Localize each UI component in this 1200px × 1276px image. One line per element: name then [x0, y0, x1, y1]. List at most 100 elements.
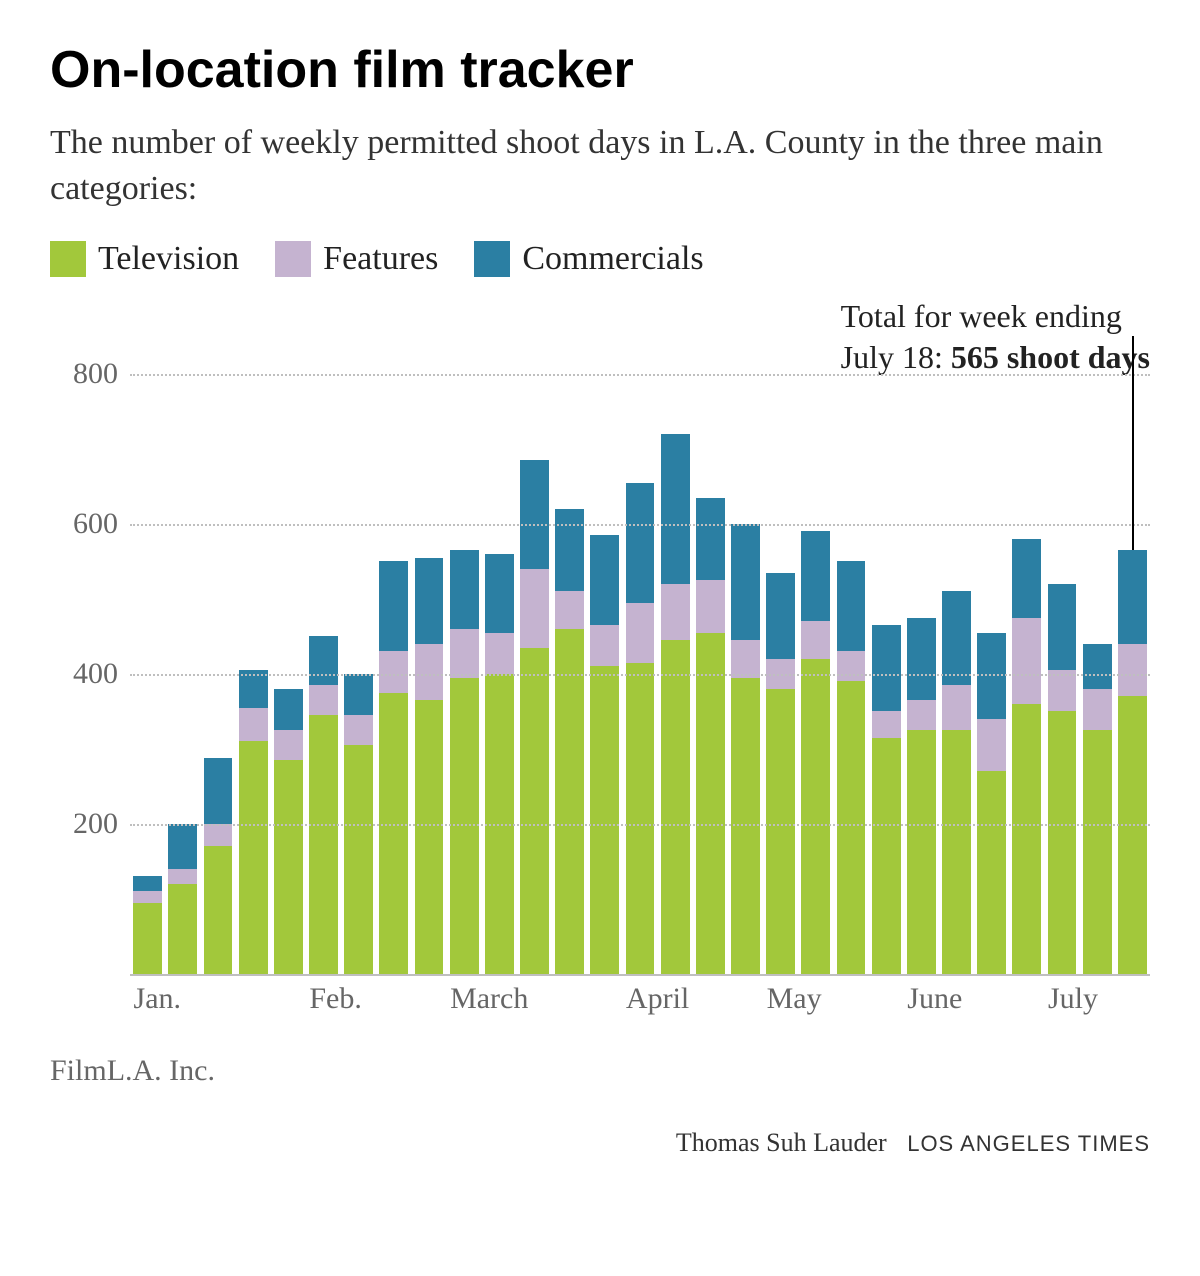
bar-segment-television	[204, 846, 233, 974]
x-tick-label: June	[907, 982, 962, 1016]
stacked-bar	[239, 670, 268, 974]
stacked-bar	[1083, 644, 1112, 974]
bar-segment-features	[1118, 644, 1147, 697]
stacked-bar	[379, 561, 408, 974]
gridline	[130, 824, 1150, 826]
legend-label: Features	[323, 240, 438, 278]
stacked-bar	[766, 573, 795, 974]
stacked-bar	[133, 876, 162, 974]
bar-segment-commercials	[344, 674, 373, 715]
y-tick-label: 200	[73, 807, 118, 841]
byline-publication: LOS ANGELES TIMES	[907, 1131, 1150, 1156]
bar-segment-features	[696, 580, 725, 633]
y-tick-label: 400	[73, 657, 118, 691]
bar-segment-television	[133, 903, 162, 974]
bar-segment-features	[907, 700, 936, 730]
stacked-bar	[942, 591, 971, 974]
legend-item: Commercials	[474, 240, 703, 278]
bar-segment-television	[766, 689, 795, 974]
bar-segment-commercials	[168, 824, 197, 869]
byline-author: Thomas Suh Lauder	[676, 1128, 887, 1157]
bar-segment-television	[520, 648, 549, 974]
x-axis: Jan.Feb.MarchAprilMayJuneJuly	[130, 974, 1150, 1014]
bar-segment-commercials	[626, 483, 655, 603]
bar-segment-commercials	[837, 561, 866, 651]
bar-segment-television	[274, 760, 303, 974]
bar-segment-television	[977, 771, 1006, 974]
bar-segment-commercials	[204, 758, 233, 824]
stacked-bar	[837, 561, 866, 974]
bar-segment-features	[731, 640, 760, 678]
bar-segment-features	[801, 621, 830, 659]
bar-segment-commercials	[415, 558, 444, 644]
bar-segment-features	[1012, 618, 1041, 704]
bar-segment-commercials	[907, 618, 936, 701]
bar-segment-features	[204, 824, 233, 847]
stacked-bar	[520, 460, 549, 974]
bar-segment-commercials	[485, 554, 514, 633]
baseline	[130, 974, 1150, 976]
stacked-bar	[872, 625, 901, 974]
x-tick-label: March	[450, 982, 528, 1016]
stacked-bar	[1118, 550, 1147, 974]
stacked-bar	[801, 531, 830, 974]
x-tick-label: April	[626, 982, 689, 1016]
bar-segment-television	[344, 745, 373, 974]
bar-segment-commercials	[766, 573, 795, 659]
bar-segment-features	[1048, 670, 1077, 711]
bar-segment-commercials	[731, 524, 760, 640]
bar-segment-television	[379, 693, 408, 974]
gridline	[130, 374, 1150, 376]
stacked-bar	[1048, 584, 1077, 974]
bar-segment-television	[1012, 704, 1041, 974]
bar-segment-commercials	[520, 460, 549, 569]
bar-segment-television	[872, 738, 901, 974]
stacked-bar	[309, 636, 338, 974]
bar-segment-features	[450, 629, 479, 678]
bar-segment-commercials	[872, 625, 901, 711]
bar-segment-features	[309, 685, 338, 715]
bar-segment-commercials	[1083, 644, 1112, 689]
stacked-bar	[1012, 539, 1041, 974]
bar-segment-features	[485, 633, 514, 674]
y-tick-label: 800	[73, 357, 118, 391]
stacked-bar	[168, 824, 197, 974]
legend-label: Television	[98, 240, 239, 278]
stacked-bar	[450, 550, 479, 974]
bar-segment-television	[415, 700, 444, 974]
bar-segment-features	[837, 651, 866, 681]
bar-segment-features	[239, 708, 268, 742]
chart-title: On-location film tracker	[50, 40, 1150, 100]
gridline	[130, 524, 1150, 526]
bar-segment-commercials	[942, 591, 971, 685]
annotation-container: Total for week endingJuly 18: 565 shoot …	[50, 296, 1150, 374]
stacked-bar	[696, 498, 725, 974]
bar-segment-television	[626, 663, 655, 974]
bar-segment-television	[309, 715, 338, 974]
bar-segment-television	[696, 633, 725, 974]
bar-segment-features	[520, 569, 549, 648]
stacked-bar	[977, 633, 1006, 974]
bar-segment-commercials	[555, 509, 584, 592]
x-tick-label: Jan.	[134, 982, 182, 1016]
stacked-bar	[415, 558, 444, 974]
x-tick-label: Feb.	[309, 982, 362, 1016]
stacked-bar	[204, 758, 233, 974]
bar-segment-television	[590, 666, 619, 974]
bar-segment-commercials	[133, 876, 162, 891]
bar-segment-features	[168, 869, 197, 884]
bar-segment-features	[590, 625, 619, 666]
chart-area: 200400600800 Jan.Feb.MarchAprilMayJuneJu…	[50, 374, 1150, 1014]
legend-item: Features	[275, 240, 438, 278]
annotation-value: 565 shoot days	[951, 339, 1150, 375]
callout-line	[1132, 336, 1134, 550]
bar-segment-commercials	[379, 561, 408, 651]
legend-swatch	[50, 241, 86, 277]
legend-swatch	[474, 241, 510, 277]
byline: Thomas Suh Lauder LOS ANGELES TIMES	[50, 1128, 1150, 1158]
legend: Television Features Commercials	[50, 240, 1150, 278]
bar-segment-television	[801, 659, 830, 974]
bar-segment-television	[837, 681, 866, 974]
bar-segment-television	[661, 640, 690, 974]
legend-label: Commercials	[522, 240, 703, 278]
